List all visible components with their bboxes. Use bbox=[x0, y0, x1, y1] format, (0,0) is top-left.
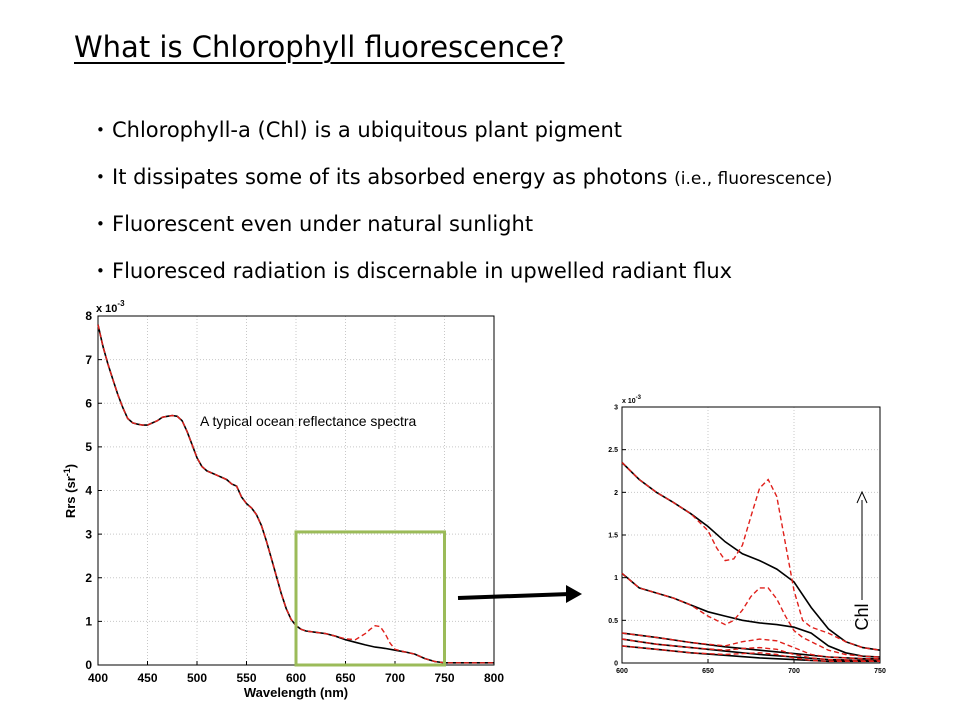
chl-arrow-head bbox=[856, 490, 868, 504]
series-line-base bbox=[97, 324, 494, 664]
bullet-text: Chlorophyll-a (Chl) is a ubiquitous plan… bbox=[112, 118, 623, 142]
x-tick-label: 750 bbox=[874, 668, 886, 675]
x-tick-label: 650 bbox=[335, 671, 355, 685]
y-axis-label-exponent: -1 bbox=[62, 468, 72, 476]
chart-annotation: A typical ocean reflectance spectra bbox=[200, 413, 417, 429]
y-tick-label: 1 bbox=[85, 615, 92, 629]
grid-lines bbox=[97, 315, 495, 666]
y-multiplier-text: x 10 bbox=[96, 303, 117, 315]
bullet-item: It dissipates some of its absorbed energ… bbox=[96, 162, 832, 209]
y-tick-label: 3 bbox=[614, 404, 618, 411]
x-tick-label: 650 bbox=[702, 668, 714, 675]
y-tick-label: 1 bbox=[614, 575, 618, 582]
x-axis-label: Wavelength (nm) bbox=[244, 685, 348, 700]
y-tick-label: 0 bbox=[85, 658, 92, 672]
x-tick-label: 600 bbox=[286, 671, 306, 685]
x-tick-label: 600 bbox=[616, 668, 628, 675]
y-tick-label: 2 bbox=[85, 571, 92, 585]
plot-frame bbox=[97, 315, 495, 666]
x-tick-label: 450 bbox=[137, 671, 157, 685]
x-tick-label: 700 bbox=[385, 671, 405, 685]
x-tick-label: 550 bbox=[236, 671, 256, 685]
x-tick-label: 700 bbox=[788, 668, 800, 675]
y-axis-label: Rrs (sr-1) bbox=[62, 464, 78, 518]
bullet-note: (i.e., fluorescence) bbox=[674, 169, 833, 189]
y-tick-label: 8 bbox=[85, 309, 92, 323]
y-tick-label: 6 bbox=[85, 396, 92, 410]
series-line-base bbox=[621, 638, 880, 662]
zoom-grid-lines bbox=[621, 406, 881, 664]
bullet-item: Fluoresced radiation is discernable in u… bbox=[96, 256, 832, 303]
zoom-highlight-box bbox=[294, 530, 446, 667]
series-line-fluorescence bbox=[621, 462, 881, 651]
series-line-fluorescence bbox=[97, 324, 494, 664]
slide-title: What is Chlorophyll fluorescence? bbox=[74, 30, 565, 64]
series-line-base bbox=[621, 461, 881, 651]
x-tick-label: 500 bbox=[187, 671, 207, 685]
y-tick-label: 2 bbox=[614, 490, 618, 497]
zoom-arrow-line bbox=[457, 592, 571, 600]
zoom-tick-labels: 600 650 700 750 0 0.5 1 1.5 2 2.5 3 bbox=[608, 404, 886, 675]
bullet-item: Chlorophyll-a (Chl) is a ubiquitous plan… bbox=[96, 115, 832, 162]
y-tick-label: 0 bbox=[614, 660, 618, 667]
bullet-text: Fluoresced radiation is discernable in u… bbox=[112, 259, 733, 283]
y-tick-label: 7 bbox=[85, 353, 92, 367]
y-axis-label-text: Rrs (sr bbox=[63, 476, 78, 518]
x-tick-label: 750 bbox=[434, 671, 454, 685]
x-tick-label: 400 bbox=[88, 671, 108, 685]
series-line-fluorescence bbox=[621, 638, 880, 662]
tick-labels: 400 450 500 550 600 650 700 750 800 0 1 2 3 4 5 6 7 8 bbox=[85, 309, 504, 685]
zoom-data-series bbox=[621, 461, 881, 663]
chl-arrow-label: Chl bbox=[852, 603, 872, 630]
bullet-text: Fluorescent even under natural sunlight bbox=[112, 212, 534, 236]
y-tick-label: 5 bbox=[85, 440, 92, 454]
zoom-y-multiplier-text: x 10 bbox=[622, 398, 636, 405]
x-tick-label: 800 bbox=[484, 671, 504, 685]
zoom-plot-frame bbox=[621, 406, 881, 664]
y-tick-label: 2.5 bbox=[608, 447, 618, 454]
series-line-fluorescence bbox=[621, 572, 881, 658]
y-tick-label: 1.5 bbox=[608, 532, 618, 539]
series-line-fluorescence bbox=[621, 645, 880, 662]
series-line-base bbox=[621, 645, 880, 663]
bullet-item: Fluorescent even under natural sunlight bbox=[96, 209, 832, 256]
bullet-list: Chlorophyll-a (Chl) is a ubiquitous plan… bbox=[96, 115, 832, 303]
series-line-base bbox=[621, 632, 880, 660]
y-tick-label: 0.5 bbox=[608, 618, 618, 625]
zoom-y-multiplier-label: x 10-3 bbox=[622, 395, 642, 405]
y-tick-label: 4 bbox=[85, 484, 92, 498]
bullet-text: It dissipates some of its absorbed energ… bbox=[112, 165, 675, 189]
zoom-arrow-head bbox=[566, 585, 582, 603]
series-line-fluorescence bbox=[621, 632, 880, 660]
data-series bbox=[97, 324, 494, 664]
zoom-y-multiplier-exponent: -3 bbox=[636, 395, 642, 401]
y-tick-label: 3 bbox=[85, 527, 92, 541]
series-line-base bbox=[621, 572, 881, 658]
y-axis-label-close: ) bbox=[63, 464, 78, 468]
